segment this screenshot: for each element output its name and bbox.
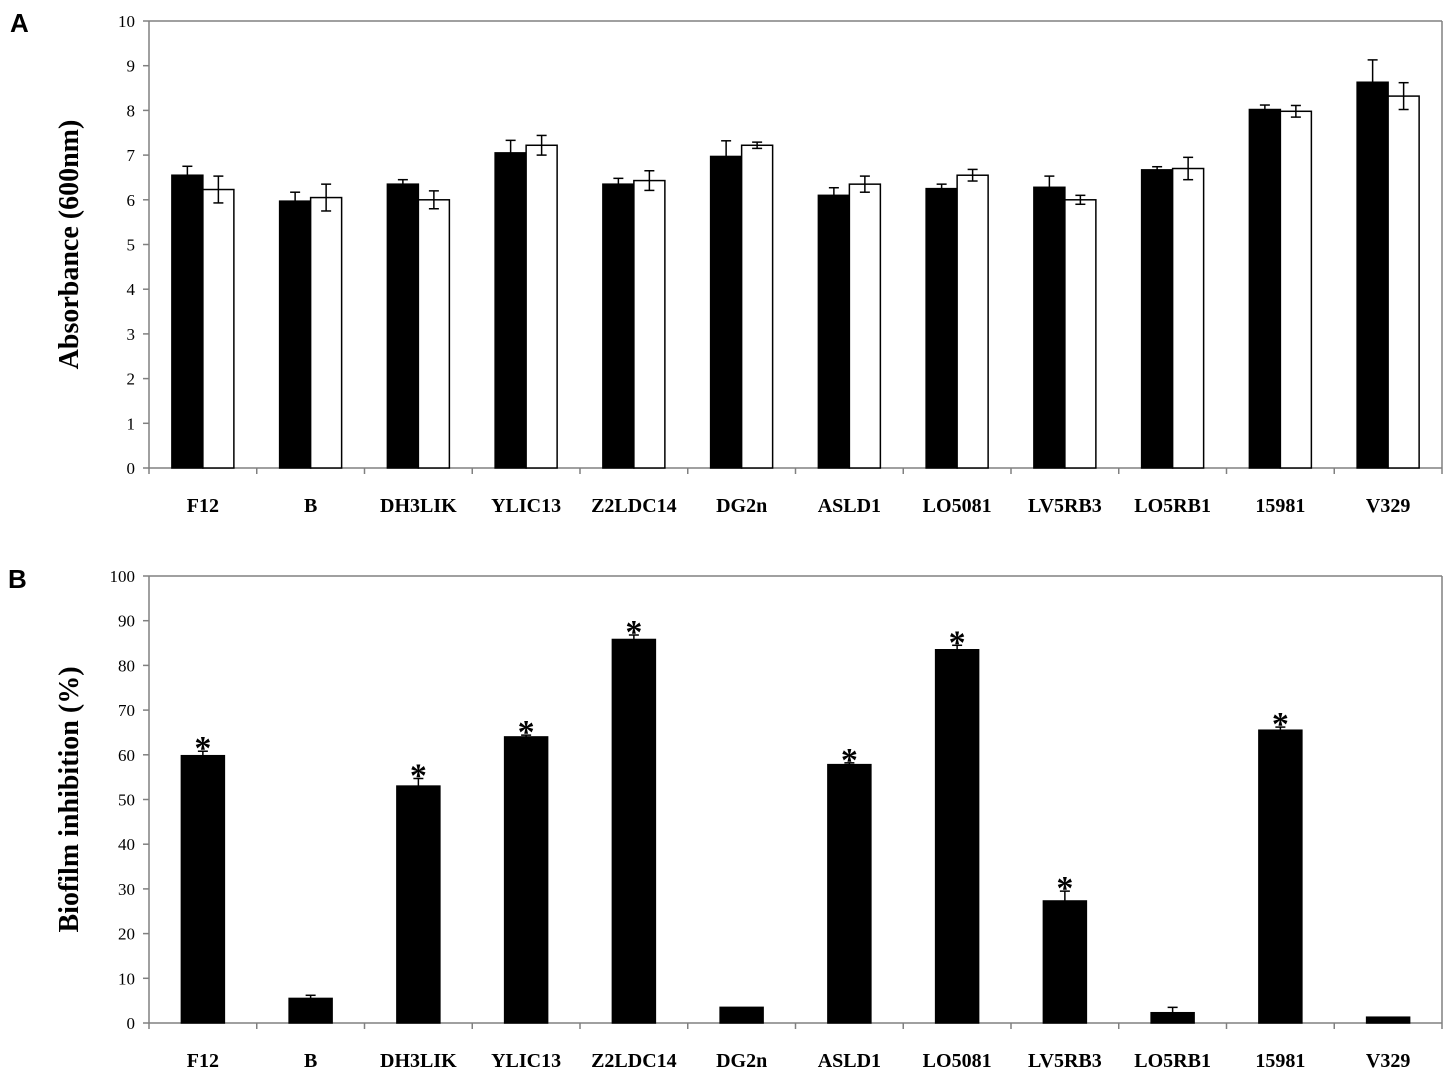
x-tick-label: LO5081: [923, 495, 992, 517]
x-tick-label: LO5RB1: [1134, 1050, 1211, 1072]
x-tick-label: YLIC13: [491, 1050, 561, 1072]
bar: [1171, 167, 1205, 469]
bar: [1140, 169, 1174, 469]
bar: [611, 638, 657, 1024]
y-tick-label: 9: [127, 57, 136, 76]
bar: [1365, 1016, 1411, 1024]
significance-marker: *: [194, 730, 211, 767]
significance-marker: *: [625, 614, 642, 651]
panel-a-chart: A 0 1 2 3 4 5 6 7 8 9 10 F12 B DH3LIK YLIC13 Z2LDC14 DG2n…: [10, 8, 1443, 517]
significance-marker: *: [949, 624, 966, 661]
x-tick-label: Z2LDC14: [591, 1050, 677, 1072]
x-tick-label: DH3LIK: [380, 495, 457, 517]
panel-letter: B: [8, 564, 27, 594]
y-tick-label: 100: [110, 567, 136, 586]
bar: [602, 183, 635, 469]
x-tick-label: ASLD1: [818, 1050, 881, 1072]
y-tick-label: 80: [118, 656, 135, 675]
y-tick-label: 5: [127, 236, 136, 255]
x-tick-label: YLIC13: [491, 495, 561, 517]
significance-marker: *: [841, 742, 858, 779]
panel-letter: A: [10, 8, 29, 38]
y-tick-label: 8: [127, 101, 136, 120]
y-tick-label: 2: [127, 370, 136, 389]
y-tick-label: 70: [118, 701, 135, 720]
y-tick-label: 6: [127, 191, 136, 210]
bar: [1033, 186, 1066, 469]
x-tick-label: LO5081: [923, 1050, 992, 1072]
x-tick-label: DH3LIK: [380, 1050, 457, 1072]
bar: [1258, 729, 1303, 1024]
bar: [925, 187, 958, 469]
y-tick-label: 1: [127, 414, 136, 433]
y-tick-label: 10: [118, 12, 135, 31]
bar: [1248, 108, 1282, 469]
x-tick-label: F12: [187, 495, 219, 517]
bar: [1042, 900, 1088, 1024]
y-tick-label: 3: [127, 325, 136, 344]
x-tick-label: Z2LDC14: [591, 495, 677, 517]
x-tick-label: LO5RB1: [1134, 495, 1211, 517]
y-tick-label: 50: [118, 791, 135, 810]
significance-marker: *: [1272, 706, 1289, 743]
bar: [202, 188, 235, 469]
y-tick-label: 20: [118, 925, 135, 944]
x-tick-label: 15981: [1255, 1050, 1305, 1072]
bar: [719, 1006, 764, 1024]
bar: [503, 736, 549, 1024]
bar: [494, 152, 527, 469]
bar: [1064, 199, 1097, 469]
y-tick-label: 0: [127, 1014, 136, 1033]
x-tick-label: B: [304, 1050, 317, 1072]
x-tick-label: B: [304, 495, 317, 517]
y-axis-label: Absorbance (600nm): [54, 120, 85, 370]
bar: [180, 754, 226, 1024]
bar: [956, 174, 989, 469]
bar: [848, 183, 882, 469]
bar: [1387, 95, 1420, 469]
panel-b-chart: B 0 10 20 30 40 50 60 70 80 90 100 F12 B DH3LIK YLIC13 Z…: [8, 564, 1443, 1072]
bar: [817, 194, 851, 469]
y-tick-label: 60: [118, 746, 135, 765]
x-tick-label: V329: [1366, 1050, 1410, 1072]
bar: [278, 200, 312, 469]
bar: [386, 183, 420, 469]
y-tick-label: 0: [127, 459, 136, 478]
bar: [396, 785, 441, 1024]
y-tick-label: 4: [127, 280, 136, 299]
x-tick-label: ASLD1: [818, 495, 881, 517]
bar: [827, 763, 872, 1024]
bar: [633, 179, 666, 469]
x-tick-label: 15981: [1255, 495, 1305, 517]
bar: [1279, 110, 1313, 469]
x-tick-label: LV5RB3: [1028, 1050, 1102, 1072]
bar: [934, 649, 980, 1024]
x-tick-label: V329: [1366, 495, 1410, 517]
x-tick-label: DG2n: [716, 1050, 767, 1072]
y-axis-label: Biofilm inhibition (%): [54, 666, 85, 932]
y-tick-label: 10: [118, 969, 135, 988]
y-tick-label: 30: [118, 880, 135, 899]
bar: [417, 199, 451, 469]
bar: [525, 144, 558, 469]
y-tick-label: 7: [127, 146, 136, 165]
significance-marker: *: [1056, 870, 1073, 907]
bar: [740, 144, 774, 469]
x-tick-label: DG2n: [716, 495, 767, 517]
x-tick-label: F12: [187, 1050, 219, 1072]
significance-marker: *: [410, 757, 427, 794]
significance-marker: *: [518, 714, 535, 751]
x-tick-label: LV5RB3: [1028, 495, 1102, 517]
bar: [1356, 81, 1389, 469]
bar: [171, 174, 204, 469]
y-tick-label: 40: [118, 835, 135, 854]
bar: [709, 155, 743, 469]
bar: [309, 196, 343, 469]
y-tick-label: 90: [118, 612, 135, 631]
